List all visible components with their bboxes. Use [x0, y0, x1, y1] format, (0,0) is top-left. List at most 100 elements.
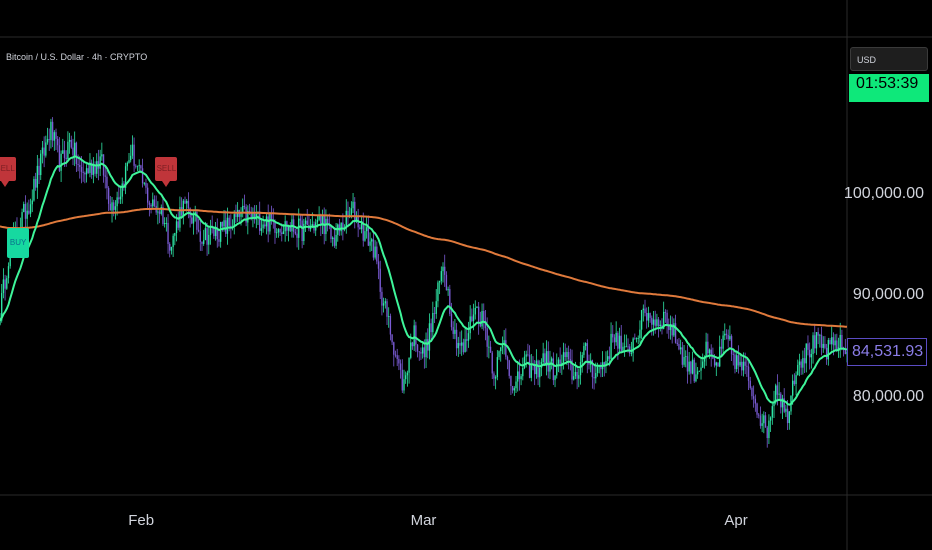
candle-up — [812, 335, 814, 355]
candle-up — [172, 235, 174, 247]
candle-down — [462, 342, 465, 353]
candle-up — [428, 323, 431, 351]
candle-up — [637, 338, 639, 339]
candle-up — [182, 200, 184, 216]
candle-down — [433, 313, 436, 314]
candle-down — [306, 220, 308, 225]
candle-down — [727, 334, 729, 340]
candle-up — [500, 347, 502, 352]
currency-selector[interactable]: USD — [850, 47, 928, 71]
candle-up — [615, 332, 617, 343]
candle-up — [275, 232, 278, 234]
candle-down — [398, 358, 400, 364]
candle-down — [654, 319, 656, 326]
fast-ma-line — [0, 154, 848, 406]
candle-up — [819, 334, 821, 336]
candle-up — [277, 229, 280, 233]
candle-up — [126, 162, 128, 167]
candle-down — [301, 220, 303, 242]
y-tick-label: 100,000.00 — [843, 185, 924, 203]
candle-up — [321, 215, 324, 226]
candle-up — [513, 388, 515, 391]
candle-up — [121, 183, 123, 197]
candle-down — [141, 168, 144, 184]
candle-down — [608, 356, 611, 359]
candle-down — [418, 351, 420, 353]
candle-down — [825, 347, 828, 360]
candle-up — [371, 239, 373, 242]
slow-ma-line — [0, 207, 848, 328]
candle-down — [751, 387, 753, 397]
candle-up — [60, 153, 62, 171]
candle-up — [432, 313, 434, 333]
candle-down — [184, 200, 186, 204]
candle-up — [622, 346, 624, 351]
candle-down — [617, 332, 619, 349]
candle-up — [517, 371, 519, 382]
candle-up — [596, 366, 599, 374]
candle-up — [175, 221, 178, 233]
candle-up — [348, 214, 351, 216]
candle-down — [430, 323, 432, 333]
candle-up — [298, 218, 300, 238]
candle-down — [803, 358, 806, 364]
candle-up — [408, 357, 410, 373]
candle-down — [416, 344, 419, 352]
candle-up — [36, 165, 39, 188]
candle-down — [104, 175, 106, 177]
candle-down — [270, 212, 273, 221]
candle-down — [38, 165, 40, 176]
candle-up — [89, 162, 91, 173]
candle-up — [703, 356, 706, 362]
candle-up — [464, 339, 466, 353]
candle-down — [506, 356, 509, 361]
candle-up — [157, 211, 159, 213]
candles-layer — [0, 117, 848, 448]
candle-down — [206, 228, 208, 245]
candle-down — [279, 229, 281, 233]
x-tick-label: Mar — [410, 512, 437, 529]
candle-up — [382, 303, 385, 306]
candle-down — [586, 343, 588, 362]
candle-up — [584, 343, 587, 347]
candle-up — [316, 219, 319, 223]
candle-up — [822, 343, 824, 348]
candle-down — [107, 188, 110, 204]
candle-down — [764, 415, 767, 428]
candle-down — [491, 352, 493, 374]
candle-up — [204, 228, 207, 241]
candle-up — [739, 361, 741, 366]
candle-up — [425, 339, 427, 358]
candle-up — [554, 375, 556, 381]
candle-down — [547, 351, 549, 372]
candle-up — [685, 356, 687, 358]
candle-down — [510, 375, 512, 386]
candle-up — [579, 362, 582, 376]
candle-up — [128, 160, 130, 163]
candle-down — [824, 343, 826, 348]
candle-up — [152, 199, 154, 207]
candle-down — [221, 221, 224, 227]
candle-down — [330, 225, 332, 240]
candle-up — [503, 340, 505, 345]
candle-up — [318, 215, 320, 220]
candle-down — [63, 150, 66, 158]
candle-down — [817, 332, 819, 336]
candle-up — [33, 179, 35, 201]
candle-up — [40, 153, 42, 176]
candle-down — [299, 218, 302, 221]
candle-up — [673, 323, 675, 336]
candle-up — [170, 246, 173, 251]
candle-up — [437, 282, 439, 302]
candle-down — [77, 164, 79, 166]
candle-up — [467, 333, 470, 341]
candle-down — [90, 162, 93, 175]
candle-up — [773, 402, 775, 407]
candle-down — [707, 341, 709, 354]
candle-down — [471, 316, 473, 321]
candle-down — [544, 353, 546, 366]
candle-down — [57, 138, 59, 146]
candle-up — [410, 342, 412, 358]
candle-up — [192, 213, 195, 224]
